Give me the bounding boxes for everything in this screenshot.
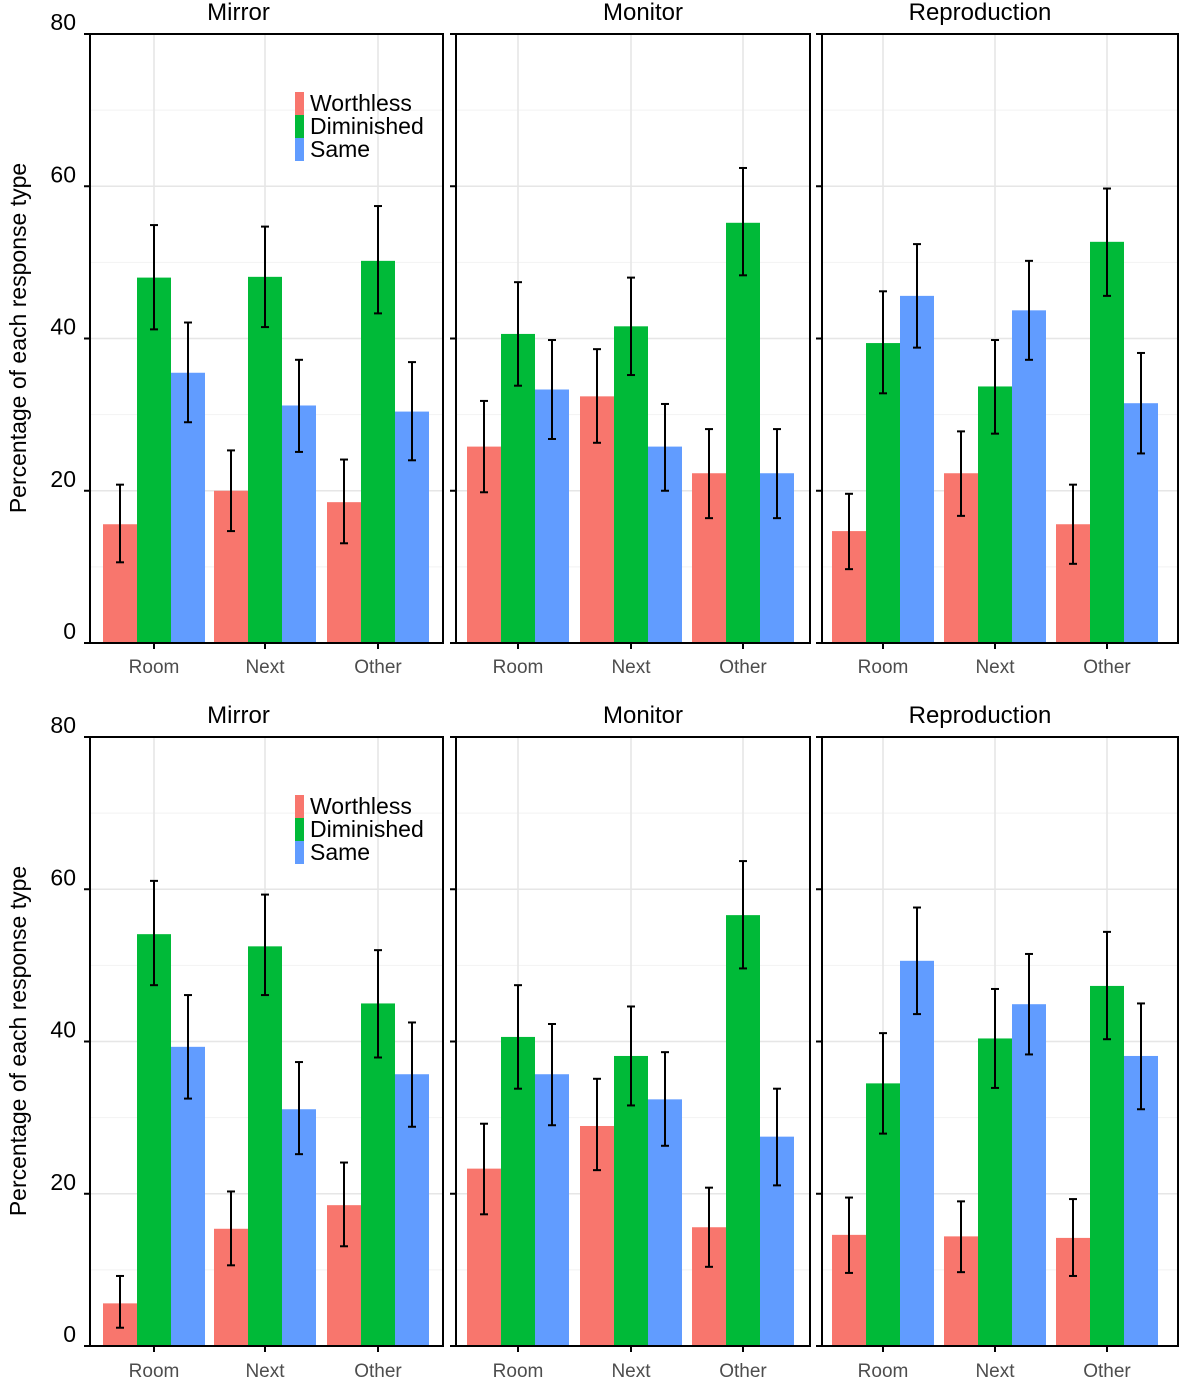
bar-same-room [900, 295, 934, 643]
bar-diminished-next [248, 276, 282, 643]
bar-diminished-room [137, 277, 171, 643]
panel-reproduction: Reproduction Room Next Other [816, 702, 1179, 1382]
x-tick-label: Other [1083, 1361, 1131, 1382]
panel-title: Mirror [207, 702, 270, 729]
panel-mirror: Mirror 0 20 40 60 80 Room Next Other WorthlessDim… [50, 0, 444, 678]
bar-diminished-other [1090, 985, 1124, 1346]
legend-label-diminished: Diminished [310, 113, 424, 139]
x-tick-label: Room [129, 1361, 180, 1382]
panel-monitor: Monitor Room Next Other [450, 0, 811, 678]
legend-swatch-worthless [295, 795, 304, 818]
legend-label-same: Same [310, 839, 370, 865]
x-tick-label: Other [719, 1361, 767, 1382]
x-tick-label: Next [611, 1361, 651, 1382]
x-tick-label: Room [858, 657, 909, 678]
bar-diminished-other [1090, 241, 1124, 644]
y-tick-label: 80 [50, 712, 76, 738]
panel-monitor: Monitor Room Next Other [450, 702, 811, 1382]
y-tick-label: 60 [50, 864, 76, 890]
y-tick-label: 0 [63, 1321, 76, 1347]
bar-same-next [1012, 1004, 1046, 1346]
y-tick-label: 40 [50, 314, 76, 340]
legend-swatch-diminished [295, 115, 304, 138]
x-tick-label: Next [975, 1361, 1015, 1382]
y-tick-label: 40 [50, 1017, 76, 1043]
y-tick-label: 20 [50, 466, 76, 492]
bar-diminished-next [614, 326, 648, 643]
bar-same-room [900, 960, 934, 1346]
x-tick-label: Next [245, 1361, 285, 1382]
x-tick-label: Next [975, 657, 1015, 678]
x-tick-label: Room [493, 657, 544, 678]
y-axis-label: Percentage of each response type [5, 163, 31, 513]
chart-row-bottom: Percentage of each response type Mirror 0 2… [5, 702, 1179, 1382]
bar-diminished-other [361, 1003, 395, 1346]
legend-swatch-worthless [295, 92, 304, 115]
x-tick-label: Next [245, 657, 285, 678]
x-tick-label: Other [354, 657, 402, 678]
y-tick-label: 0 [63, 618, 76, 644]
legend-swatch-same [295, 841, 304, 864]
x-tick-label: Other [719, 657, 767, 678]
bar-diminished-other [361, 260, 395, 643]
x-tick-label: Room [858, 1361, 909, 1382]
bar-diminished-next [978, 1038, 1012, 1346]
bar-diminished-next [248, 946, 282, 1346]
y-tick-label: 60 [50, 161, 76, 187]
legend-label-worthless: Worthless [310, 90, 412, 116]
panel-title: Reproduction [909, 0, 1052, 26]
y-tick-label: 80 [50, 9, 76, 35]
bar-diminished-other [726, 222, 760, 644]
x-tick-label: Other [1083, 657, 1131, 678]
bar-diminished-room [137, 934, 171, 1346]
panel-title: Reproduction [909, 702, 1052, 729]
legend-label-diminished: Diminished [310, 816, 424, 842]
x-tick-label: Other [354, 1361, 402, 1382]
x-tick-label: Room [129, 657, 180, 678]
bar-diminished-other [726, 915, 760, 1346]
bar-same-next [1012, 310, 1046, 643]
panel-reproduction: Reproduction Room Next Other [816, 0, 1179, 678]
y-tick-label: 20 [50, 1169, 76, 1195]
y-axis-label: Percentage of each response type [5, 866, 31, 1216]
x-tick-label: Room [493, 1361, 544, 1382]
panel-title: Mirror [207, 0, 270, 26]
x-tick-label: Next [611, 657, 651, 678]
legend-label-worthless: Worthless [310, 793, 412, 819]
panel-title: Monitor [603, 0, 683, 26]
panel-mirror: Mirror 0 20 40 60 80 Room Next Other WorthlessDim… [50, 702, 444, 1382]
legend-swatch-diminished [295, 818, 304, 841]
chart-row-top: Percentage of each response type Mirror 0 2… [5, 0, 1179, 678]
legend-label-same: Same [310, 136, 370, 162]
panel-title: Monitor [603, 702, 683, 729]
legend-swatch-same [295, 138, 304, 161]
